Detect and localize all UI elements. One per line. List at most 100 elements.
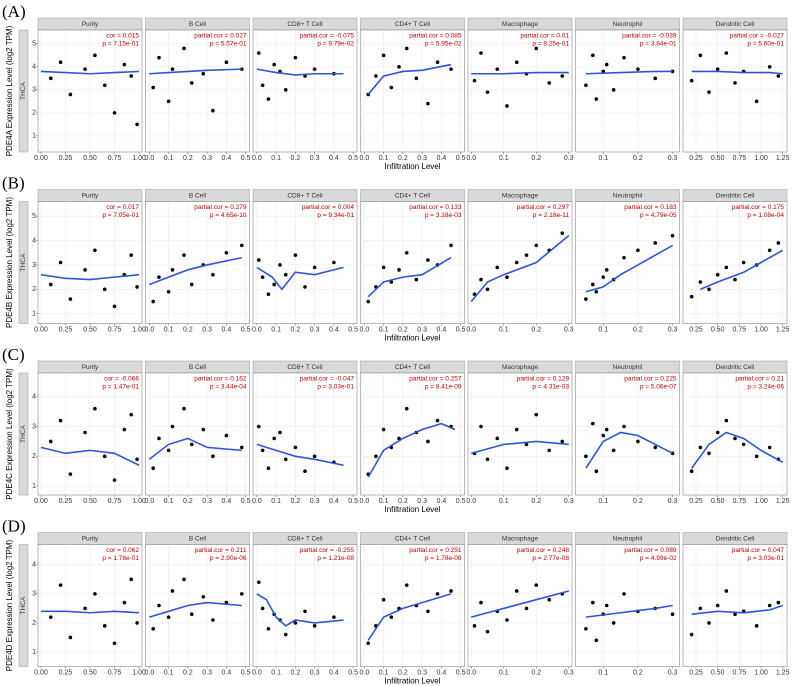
- point: [767, 603, 772, 608]
- x-tick-label: 0.1: [499, 155, 509, 162]
- x-tick-label: 0.00: [34, 498, 48, 505]
- x-tick-label: 0.50: [83, 155, 97, 162]
- x-tick-label: 0.5: [241, 498, 251, 505]
- point: [495, 436, 500, 441]
- panel-title: Purity: [82, 364, 99, 371]
- group-label: THCA: [20, 596, 27, 614]
- x-tick-label: 1.00: [132, 498, 146, 505]
- point: [83, 606, 87, 611]
- point: [485, 629, 490, 634]
- x-tick-label: 0.4: [437, 155, 447, 162]
- point: [182, 253, 186, 257]
- annotation: p = 7.05e-01: [102, 212, 139, 219]
- point: [414, 76, 419, 81]
- x-tick-label: 0.75: [108, 498, 122, 505]
- x-tick-label: 0.1: [598, 669, 608, 676]
- panel-title: Dendritic Cell: [716, 21, 755, 28]
- point: [93, 406, 97, 411]
- point: [283, 457, 288, 462]
- point: [201, 71, 206, 76]
- point: [534, 412, 539, 417]
- point: [182, 406, 186, 411]
- fit-line: [691, 604, 783, 616]
- point: [303, 469, 307, 473]
- x-tick-label: 0.4: [329, 498, 339, 505]
- point: [601, 275, 606, 279]
- annotation: partial.cor = -0.075: [300, 33, 355, 40]
- annotation: partial.cor = 0.183: [624, 204, 677, 211]
- point: [404, 46, 409, 51]
- point: [332, 615, 336, 619]
- point: [58, 418, 63, 423]
- point: [426, 258, 430, 262]
- x-tick-label: 0.4: [437, 326, 447, 333]
- point: [715, 603, 720, 608]
- x-tick-label: 0.1: [598, 155, 608, 162]
- point: [278, 430, 282, 435]
- annotation: partial.cor = 0.129: [517, 376, 570, 383]
- fit-line: [149, 68, 242, 75]
- point: [293, 253, 298, 257]
- point: [170, 268, 175, 272]
- x-tick-label: 0.50: [711, 498, 725, 505]
- plot-area: [145, 29, 250, 153]
- x-tick-label: 0.5: [348, 498, 358, 505]
- point: [102, 454, 107, 459]
- point: [272, 62, 276, 67]
- point: [201, 427, 206, 432]
- annotation: partial.cor = 0.133: [409, 204, 462, 211]
- point: [622, 255, 626, 260]
- fit-line: [471, 71, 569, 75]
- point: [68, 92, 73, 97]
- point: [754, 99, 759, 104]
- point: [135, 621, 139, 625]
- annotation: cor = 0.017: [106, 204, 139, 211]
- point: [83, 430, 87, 435]
- point: [303, 609, 307, 614]
- annotation: partial.cor = 0.175: [732, 204, 785, 211]
- plot-area: [575, 201, 680, 324]
- point: [151, 626, 156, 631]
- point: [135, 285, 139, 289]
- point: [260, 606, 265, 611]
- group-strip: [18, 544, 29, 667]
- plot-area: [682, 201, 788, 324]
- annotation: partial.cor = -0.255: [300, 547, 355, 554]
- x-tick-label: 0.4: [437, 498, 447, 505]
- x-tick-label: 0.2: [398, 326, 408, 333]
- x-tick-label: 0.50: [711, 155, 725, 162]
- y-tick-label: 2: [32, 110, 36, 117]
- point: [591, 282, 595, 287]
- point: [211, 272, 215, 277]
- panel-title: Neutrophil: [613, 364, 643, 371]
- point: [547, 448, 552, 453]
- point: [689, 78, 694, 83]
- point: [524, 253, 529, 257]
- panel-title: CD8+ T Cell: [287, 21, 323, 28]
- point: [715, 272, 720, 277]
- x-tick-label: 1.00: [132, 326, 146, 333]
- point: [715, 430, 720, 435]
- point: [48, 615, 53, 619]
- y-tick-label: 1: [32, 649, 36, 656]
- y-tick-label: 4: [32, 562, 36, 569]
- point: [622, 424, 626, 429]
- point: [479, 51, 483, 55]
- y-axis-title: PDE4A Expression Level (log2 TPM): [5, 25, 14, 156]
- x-tick-label: 0.3: [668, 326, 678, 333]
- y-tick-label: 5: [32, 213, 36, 220]
- x-tick-label: 0.4: [222, 326, 232, 333]
- annotation: p = 1.78e-01: [102, 555, 139, 562]
- x-tick-label: 0.5: [348, 155, 358, 162]
- x-tick-label: 0.5: [456, 155, 466, 162]
- x-tick-label: 1.00: [132, 155, 146, 162]
- panel-title: Dendritic Cell: [716, 193, 755, 200]
- x-tick-label: 0.3: [417, 498, 427, 505]
- x-tick-label: 0.0: [359, 498, 369, 505]
- y-tick-label: 2: [32, 620, 36, 627]
- point: [485, 287, 490, 292]
- point: [397, 65, 401, 69]
- x-tick-label: 0.50: [83, 669, 97, 676]
- point: [129, 412, 134, 417]
- point: [622, 55, 626, 60]
